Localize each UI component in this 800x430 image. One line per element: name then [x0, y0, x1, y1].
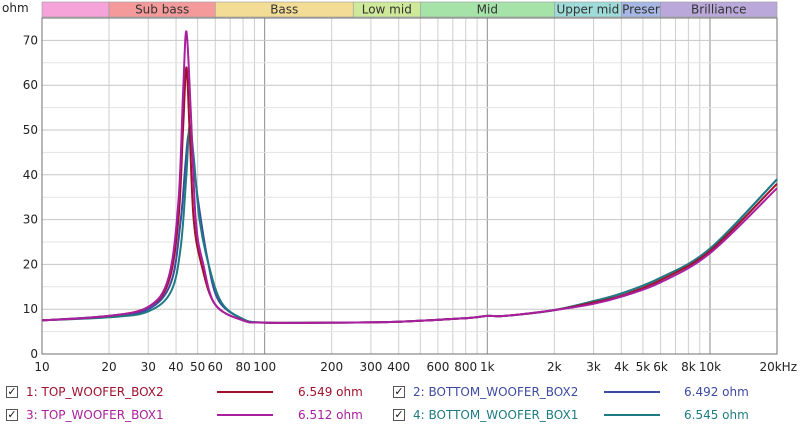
band-label: Preser: [622, 3, 660, 17]
series-1-value: 6.549 ohm: [298, 385, 363, 399]
band-label: Sub bass: [135, 3, 189, 17]
x-tick-label: 8k: [681, 360, 696, 374]
x-tick-label: 40: [168, 360, 183, 374]
series-2-checkbox[interactable]: ✓: [393, 385, 405, 398]
y-axis-ticks: 0 10 20 30 40 50 60 70: [23, 33, 38, 361]
x-tick-label: 80: [235, 360, 250, 374]
x-tick-label: 1k: [480, 360, 495, 374]
band-segment: [660, 1, 778, 18]
series-3-checkbox[interactable]: ✓: [6, 408, 18, 421]
x-tick-label: 5k: [636, 360, 651, 374]
x-tick-label: 50: [190, 360, 205, 374]
y-tick-label: 0: [30, 347, 38, 361]
legend-item-series-2[interactable]: ✓ 2: BOTTOM_WOOFER_BOX2: [393, 382, 578, 402]
legend-item-series-3[interactable]: ✓ 3: TOP_WOOFER_BOX1: [6, 405, 164, 425]
x-tick-label: 60: [208, 360, 223, 374]
band-label: Brilliance: [691, 3, 746, 17]
y-tick-label: 50: [23, 123, 38, 137]
y-axis-label: ohm: [2, 1, 29, 15]
x-tick-label: 10k: [699, 360, 721, 374]
x-tick-label: 300: [359, 360, 382, 374]
x-tick-label: 20: [101, 360, 116, 374]
x-tick-label: 3k: [586, 360, 601, 374]
x-tick-label: 600: [426, 360, 449, 374]
series-4-swatch: [604, 414, 660, 416]
series-4-value: 6.545 ohm: [684, 408, 749, 422]
series-lines: [41, 30, 778, 324]
y-tick-label: 10: [23, 302, 38, 316]
x-tick-label: 2k: [547, 360, 562, 374]
series-3-value: 6.512 ohm: [298, 408, 363, 422]
band-label: Upper mid: [556, 3, 619, 17]
impedance-chart: Sub bass Bass Low mid Mid Upper mid Preser Bri…: [2, 1, 797, 374]
frequency-band-bar: Sub bass Bass Low mid Mid Upper mid Preser Bri…: [41, 1, 778, 18]
series-line-2: [41, 132, 778, 324]
band-label: Mid: [477, 3, 498, 17]
series-1-name: 1: TOP_WOOFER_BOX2: [26, 385, 164, 399]
x-axis-ticks: 10 20 30 40 50 60 80 100 200 300 400 600 800 1k 2k 3k 4k…: [34, 360, 797, 374]
band-label: Bass: [270, 3, 298, 17]
x-tick-label: 20kHz: [759, 360, 797, 374]
series-1-swatch: [217, 391, 273, 393]
x-tick-label: 400: [387, 360, 410, 374]
x-tick-label: 200: [320, 360, 343, 374]
y-tick-label: 60: [23, 78, 38, 92]
band-segment: [41, 1, 110, 18]
band-label: Low mid: [362, 3, 412, 17]
series-line-1: [41, 66, 778, 324]
series-2-swatch: [604, 391, 660, 393]
series-line-4: [41, 124, 778, 324]
plot-frame: [41, 17, 778, 355]
x-tick-label: 30: [141, 360, 156, 374]
y-tick-label: 70: [23, 33, 38, 47]
chart-grid: [41, 18, 778, 354]
y-tick-label: 20: [23, 257, 38, 271]
legend: ✓ 1: TOP_WOOFER_BOX2 6.549 ohm ✓ 2: BOTT…: [0, 378, 800, 430]
series-1-checkbox[interactable]: ✓: [6, 385, 18, 398]
y-tick-label: 40: [23, 168, 38, 182]
legend-item-series-4[interactable]: ✓ 4: BOTTOM_WOOFER_BOX1: [393, 405, 578, 425]
x-tick-label: 6k: [653, 360, 668, 374]
series-3-name: 3: TOP_WOOFER_BOX1: [26, 408, 164, 422]
x-tick-label: 4k: [614, 360, 629, 374]
y-tick-label: 30: [23, 213, 38, 227]
x-tick-label: 100: [253, 360, 276, 374]
series-2-name: 2: BOTTOM_WOOFER_BOX2: [413, 385, 579, 399]
series-2-value: 6.492 ohm: [684, 385, 749, 399]
series-line-3: [41, 30, 778, 324]
series-4-name: 4: BOTTOM_WOOFER_BOX1: [413, 408, 579, 422]
x-tick-label: 800: [454, 360, 477, 374]
x-tick-label: 10: [34, 360, 49, 374]
legend-item-series-1[interactable]: ✓ 1: TOP_WOOFER_BOX2: [6, 382, 164, 402]
series-3-swatch: [217, 414, 273, 416]
series-4-checkbox[interactable]: ✓: [393, 408, 405, 421]
